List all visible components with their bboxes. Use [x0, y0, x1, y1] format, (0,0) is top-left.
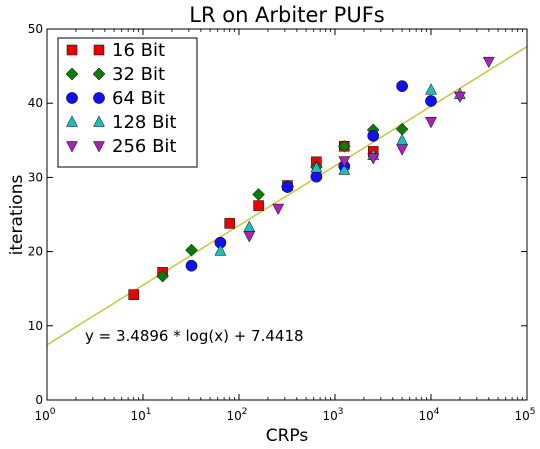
data-point: [453, 91, 466, 104]
legend-label: 128 Bit: [112, 112, 177, 133]
data-point: [425, 117, 437, 129]
y-tick-label: 50: [28, 22, 43, 36]
data-point: [395, 122, 409, 136]
x-tick-label: 102: [226, 407, 247, 423]
series-64-bit: [185, 80, 437, 272]
legend-marker: [93, 92, 105, 104]
legend-marker: [93, 115, 105, 127]
data-point: [128, 289, 139, 300]
y-tick-label: 40: [28, 96, 43, 110]
legend-marker: [66, 115, 78, 127]
chart-title: LR on Arbiter PUFs: [189, 3, 384, 27]
data-point: [425, 83, 437, 95]
data-point: [243, 231, 256, 243]
data-point: [252, 188, 265, 201]
legend-label: 64 Bit: [112, 88, 165, 109]
data-point: [185, 259, 198, 272]
data-point: [185, 243, 198, 257]
data-point: [367, 129, 380, 142]
x-axis-label: CRPs: [266, 426, 309, 446]
legend-marker: [66, 44, 78, 56]
data-point: [396, 80, 408, 92]
data-point: [281, 181, 294, 193]
y-axis-label: iterations: [7, 175, 27, 256]
legend-marker: [92, 67, 106, 81]
data-point: [310, 161, 323, 173]
x-tick-label: 101: [130, 407, 151, 423]
data-point: [338, 156, 351, 168]
legend-marker: [66, 92, 78, 104]
x-tick-label: 100: [34, 407, 55, 423]
legend-marker: [66, 141, 78, 153]
y-tick-label: 30: [28, 170, 43, 184]
data-point: [367, 153, 380, 165]
legend-marker: [65, 67, 79, 81]
data-point: [243, 220, 256, 232]
legend: 16 Bit 32 Bit 64 Bit 128 Bit 256 Bit: [57, 37, 198, 168]
data-point: [396, 133, 409, 146]
data-point: [272, 203, 285, 216]
data-point: [337, 139, 351, 153]
data-point: [310, 170, 323, 183]
x-tick-label: 104: [418, 407, 439, 423]
data-point: [338, 163, 351, 175]
data-point: [253, 200, 264, 211]
legend-marker: [93, 44, 105, 56]
series-256-bit: [243, 56, 495, 243]
y-tick-label: 20: [28, 245, 43, 259]
x-tick-label: 105: [514, 407, 535, 423]
data-point: [482, 56, 495, 69]
legend-label: 32 Bit: [112, 64, 165, 85]
axes-frame: [46, 28, 528, 401]
x-tick-label: 103: [322, 407, 343, 423]
data-point: [425, 95, 437, 107]
data-point: [156, 269, 169, 283]
fit-equation-label: y = 3.4896 * log(x) + 7.4418: [85, 327, 304, 345]
y-tick-label: 10: [28, 319, 43, 333]
legend-box: [57, 37, 198, 168]
data-point: [224, 218, 235, 229]
data-point: [214, 244, 227, 256]
fit-line: [47, 45, 527, 346]
y-tick-label: 0: [35, 393, 43, 407]
legend-marker: [93, 141, 105, 153]
data-point: [396, 144, 409, 156]
legend-label: 16 Bit: [112, 40, 165, 61]
legend-label: 256 Bit: [112, 136, 177, 157]
